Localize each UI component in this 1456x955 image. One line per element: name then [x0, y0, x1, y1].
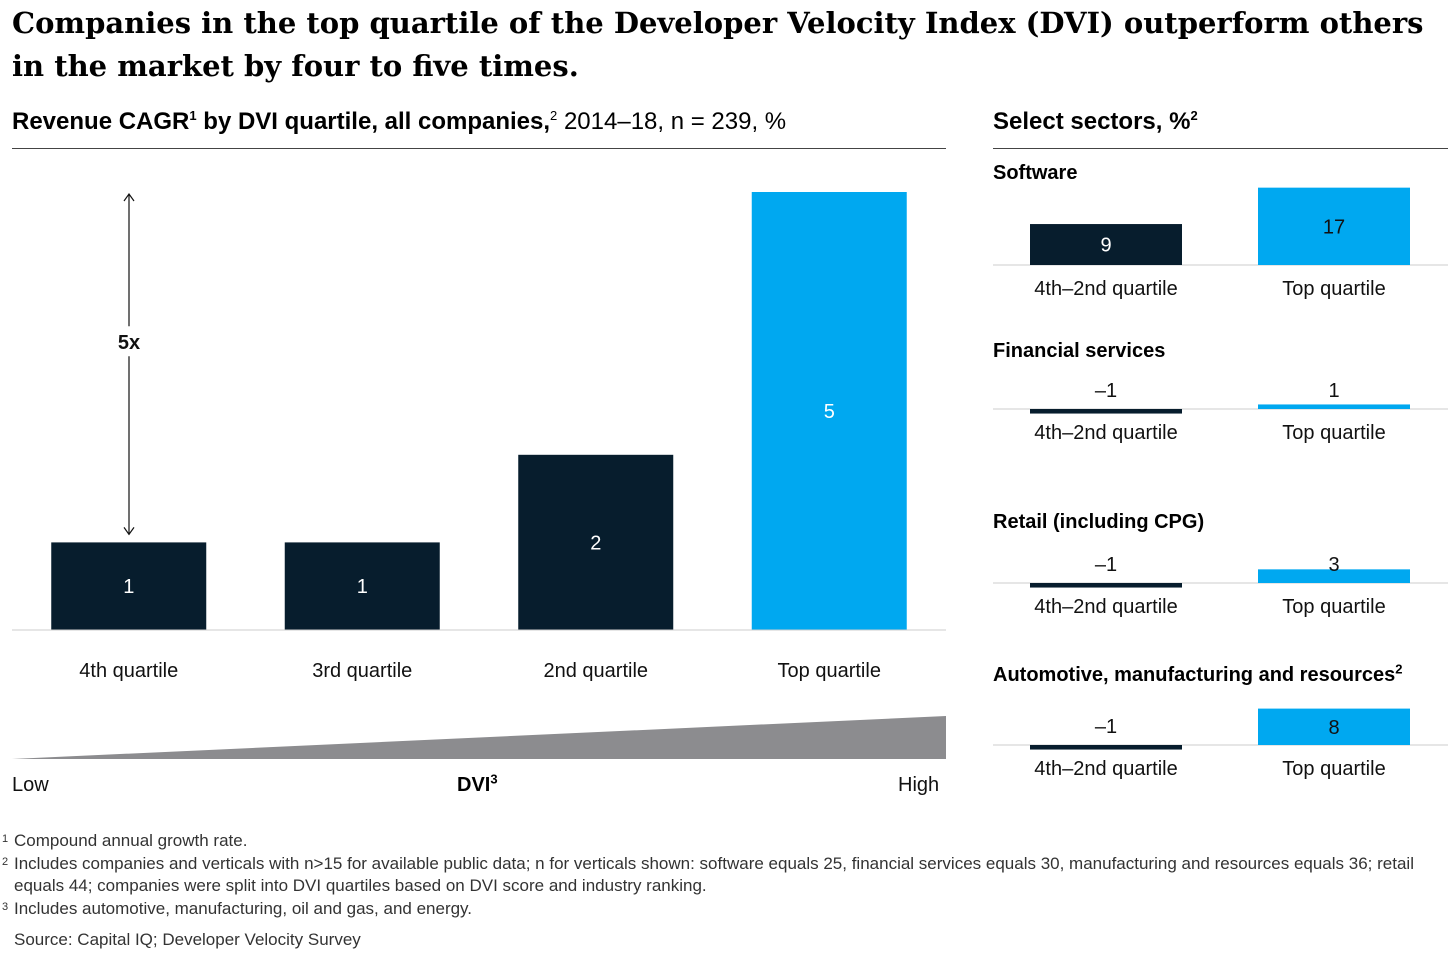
- sector-title-automotive: Automotive, manufacturing and resources2: [993, 661, 1403, 687]
- footnote-1-text: Compound annual growth rate.: [14, 831, 248, 850]
- subtitle-rest: 2014–18, n = 239, %: [557, 108, 787, 135]
- category-label-4: Top quartile: [778, 660, 881, 682]
- category-label-2: 3rd quartile: [312, 660, 412, 682]
- sector-title-automotive-text: Automotive, manufacturing and resources: [993, 664, 1396, 686]
- sector-3-bar-1: [1030, 583, 1182, 588]
- arrow-head-down: [123, 527, 135, 536]
- sector-3-category-2: Top quartile: [1282, 596, 1385, 618]
- sector-1-bar-1: [1030, 224, 1182, 265]
- multiplier-arrow: 5x: [118, 192, 140, 536]
- main-bar-chart: 1 4th quartile 1 3rd quartile 2 2nd quartile 5…: [12, 192, 946, 759]
- bar-3: [518, 454, 674, 630]
- sector-title-software: Software: [993, 162, 1078, 184]
- subtitle-rule: [12, 148, 946, 149]
- footnote-3-text: Includes automotive, manufacturing, oil …: [14, 898, 473, 918]
- footnote-2-mark: 2: [2, 855, 9, 868]
- right-title-rule: [993, 148, 1448, 149]
- sector-4-bar-2: [1258, 708, 1410, 745]
- sector-3-value-1: –1: [1095, 554, 1117, 576]
- sector-4-bar-1: [1030, 745, 1182, 750]
- sector-title-automotive-sup: 2: [1395, 661, 1403, 677]
- sector-2-value-1: –1: [1095, 380, 1117, 402]
- footnote-3-mark: 3: [2, 900, 9, 913]
- dvi-low-label: Low: [12, 774, 49, 796]
- right-title: Select sectors, %2: [993, 108, 1198, 136]
- sector-title-retail: Retail (including CPG): [993, 511, 1205, 533]
- subtitle-bold-tail: by DVI quartile, all companies,: [196, 108, 551, 135]
- dvi-axis-label-text: DVI: [457, 774, 491, 796]
- arrow-head-up: [123, 192, 135, 202]
- right-title-sup: 2: [1190, 108, 1198, 123]
- chart-subtitle: Revenue CAGR1 by DVI quartile, all compa…: [12, 108, 786, 136]
- bar-value-label-4: 5: [824, 401, 835, 423]
- sector-bar-charts: 9 4th–2nd quartile 17 Top quartile –1 4th–2nd…: [993, 187, 1448, 780]
- source-note: Source: Capital IQ; Developer Velocity S…: [14, 930, 361, 949]
- right-title-text: Select sectors, %: [993, 108, 1191, 135]
- footnote-2-text: Includes companies and verticals with n>…: [14, 853, 1414, 896]
- bar-value-label-2: 1: [357, 576, 368, 598]
- sector-2-bar-1: [1030, 409, 1182, 414]
- sector-4-category-2: Top quartile: [1282, 758, 1385, 780]
- bar-value-label-3: 2: [590, 532, 601, 554]
- footnotes: 1 Compound annual growth rate. 2 Includes …: [0, 830, 1440, 920]
- sector-chart-3: –1 4th–2nd quartile 3 Top quartile: [993, 554, 1448, 618]
- sector-3-bar-2: [1258, 569, 1410, 583]
- sector-1-value-2: 17: [1323, 216, 1345, 238]
- sector-1-bar-2: [1258, 187, 1410, 265]
- footnote-2: 2 Includes companies and verticals with n…: [0, 853, 1440, 898]
- bar-4: [751, 192, 907, 630]
- bar-1: [51, 542, 207, 630]
- sector-4-value-1: –1: [1095, 716, 1117, 738]
- footnote-1: 1 Compound annual growth rate.: [0, 830, 1440, 853]
- sector-1-category-2: Top quartile: [1282, 278, 1385, 300]
- subtitle-bold-sup: 1: [189, 108, 197, 123]
- sector-3-category-1: 4th–2nd quartile: [1034, 596, 1177, 618]
- subtitle-bold: Revenue CAGR: [12, 108, 190, 135]
- sector-2-bar-2: [1258, 404, 1410, 409]
- sector-title-financial: Financial services: [993, 340, 1166, 362]
- sector-3-value-2: 3: [1328, 554, 1339, 576]
- subtitle-sup: 2: [550, 108, 558, 123]
- sector-2-value-2: 1: [1328, 380, 1339, 402]
- bar-2: [284, 542, 440, 630]
- sector-chart-2: –1 4th–2nd quartile 1 Top quartile: [993, 380, 1448, 444]
- sector-2-category-1: 4th–2nd quartile: [1034, 422, 1177, 444]
- category-label-3: 2nd quartile: [543, 660, 648, 682]
- bar-value-label-1: 1: [123, 576, 134, 598]
- sector-chart-1: 9 4th–2nd quartile 17 Top quartile: [993, 187, 1448, 300]
- multiplier-label: 5x: [118, 332, 140, 354]
- footnote-3: 3 Includes automotive, manufacturing, oil…: [0, 898, 1440, 921]
- sector-2-category-2: Top quartile: [1282, 422, 1385, 444]
- footnote-1-mark: 1: [2, 833, 9, 845]
- sector-chart-4: –1 4th–2nd quartile 8 Top quartile: [993, 708, 1448, 780]
- sector-4-value-2: 8: [1328, 717, 1339, 739]
- dvi-axis-label-sup: 3: [490, 771, 498, 787]
- dvi-axis-label: DVI3: [457, 771, 498, 797]
- category-label-1: 4th quartile: [79, 660, 178, 682]
- sector-1-value-1: 9: [1100, 235, 1111, 257]
- dvi-wedge: [12, 716, 946, 759]
- sector-4-category-1: 4th–2nd quartile: [1034, 758, 1177, 780]
- dvi-high-label: High: [898, 774, 940, 796]
- headline: Companies in the top quartile of the Dev…: [12, 6, 1424, 83]
- sector-1-category-1: 4th–2nd quartile: [1034, 278, 1177, 300]
